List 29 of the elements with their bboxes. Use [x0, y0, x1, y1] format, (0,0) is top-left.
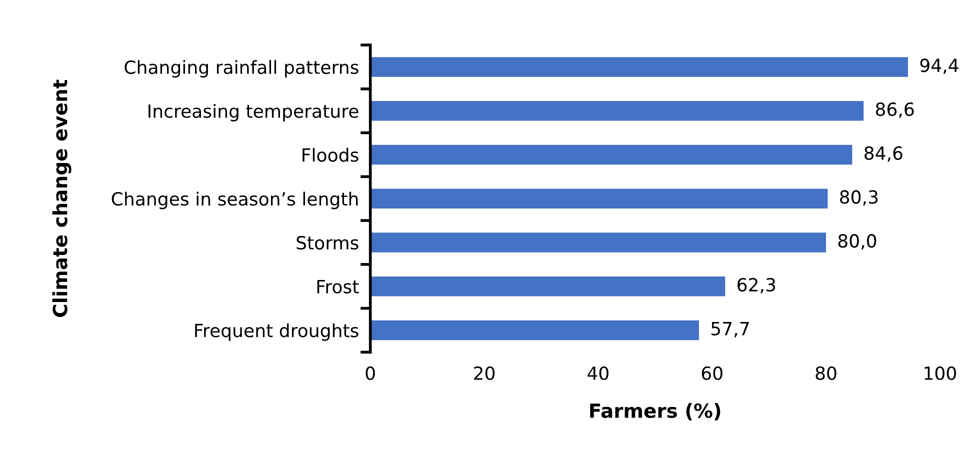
- data-label: 62,3: [738, 278, 776, 294]
- data-label: 94,4: [920, 58, 958, 74]
- bar: [370, 276, 726, 296]
- x-tick-label: 100: [924, 366, 956, 380]
- bar: [370, 57, 908, 77]
- y-tick-label: Changes in season’s length: [112, 192, 358, 210]
- y-tick-label: Storms: [296, 236, 358, 250]
- x-tick-label: 80: [816, 366, 836, 380]
- bar: [370, 188, 828, 208]
- data-label: 86,6: [876, 102, 914, 118]
- x-tick-label: 0: [366, 366, 375, 380]
- y-axis-title: Climate change event: [52, 80, 72, 317]
- data-label: 80,0: [838, 234, 876, 250]
- bar: [370, 144, 852, 165]
- bar: [370, 232, 826, 252]
- y-tick-label: Floods: [302, 148, 358, 162]
- data-label: 84,6: [864, 146, 902, 162]
- data-label: 57,7: [711, 322, 749, 338]
- y-tick-label: Increasing temperature: [148, 104, 358, 122]
- x-axis-title: Farmers (%): [590, 403, 720, 420]
- x-tick-label: 40: [588, 366, 608, 380]
- x-tick-label: 20: [474, 366, 495, 380]
- y-tick-label: Frost: [317, 280, 359, 294]
- x-tick-label: 60: [702, 366, 722, 380]
- bar: [370, 320, 699, 340]
- data-label: 80,3: [840, 190, 878, 206]
- y-tick-label: Changing rainfall patterns: [124, 60, 358, 78]
- y-tick-label: Frequent droughts: [195, 323, 358, 341]
- bar: [370, 100, 864, 121]
